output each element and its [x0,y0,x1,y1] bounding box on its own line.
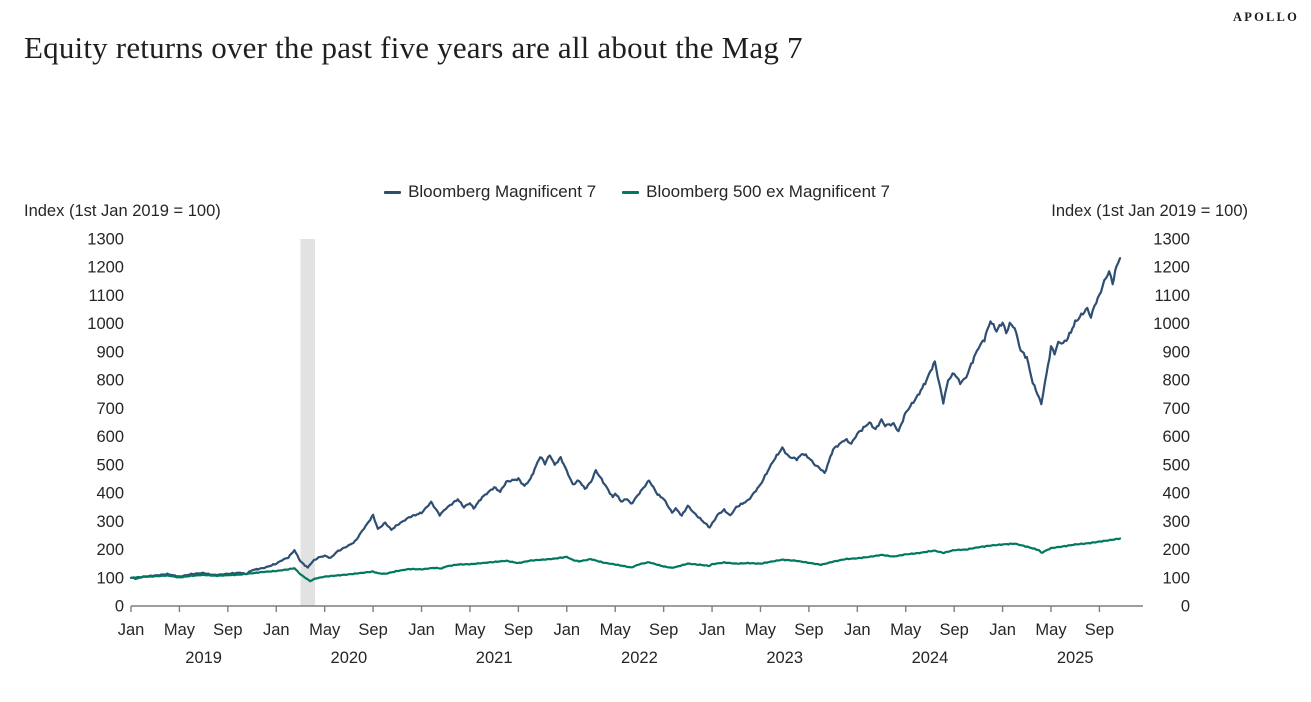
mag7-line-swatch-icon [384,190,402,194]
x-month-label: Sep [213,621,242,639]
x-year-label: 2023 [766,649,803,667]
x-month-label: Jan [553,621,580,639]
legend-label-ex-mag7: Bloomberg 500 ex Magnificent 7 [646,182,890,201]
x-month-label: Jan [844,621,871,639]
y-tick-label-right: 1000 [1153,315,1190,333]
x-month-label: Jan [263,621,290,639]
x-month-label: May [309,621,341,639]
ex-mag7-line-swatch-icon [622,190,640,194]
recession-band [300,239,315,606]
y-axis-title-right: Index (1st Jan 2019 = 100) [1051,202,1248,220]
x-month-label: May [1035,621,1067,639]
y-tick-label-right: 900 [1162,343,1190,361]
legend-label-mag7: Bloomberg Magnificent 7 [408,182,597,201]
y-tick-label-right: 400 [1162,485,1190,503]
y-tick-label-right: 300 [1162,513,1190,531]
x-year-label: 2024 [912,649,949,667]
x-year-label: 2019 [185,649,222,667]
y-tick-label-left: 900 [96,343,124,361]
y-axis-title-left: Index (1st Jan 2019 = 100) [24,202,221,220]
x-year-label: 2021 [476,649,513,667]
x-month-label: Sep [939,621,968,639]
y-tick-label-left: 1000 [87,315,124,333]
x-month-label: Jan [699,621,726,639]
y-tick-label-left: 500 [96,456,124,474]
x-year-label: 2020 [331,649,368,667]
x-year-label: 2025 [1057,649,1094,667]
y-tick-label-right: 600 [1162,428,1190,446]
y-tick-label-left: 200 [96,541,124,559]
series-line-ex-mag7 [129,537,1122,583]
y-tick-label-right: 1300 [1153,231,1190,249]
y-tick-label-right: 100 [1162,569,1190,587]
chart-legend: Bloomberg Magnificent 7 Bloomberg 500 ex… [131,182,1143,202]
apollo-logo: APOLLO [1233,10,1299,24]
y-tick-label-left: 700 [96,400,124,418]
y-tick-label-left: 1100 [89,287,124,305]
y-tick-label-right: 500 [1162,456,1190,474]
y-tick-label-right: 1100 [1155,287,1190,305]
x-month-label: Sep [358,621,387,639]
x-month-label: Sep [1085,621,1114,639]
legend-item-mag7: Bloomberg Magnificent 7 [384,182,596,202]
x-month-label: May [745,621,777,639]
x-month-label: May [454,621,486,639]
series-line-mag7 [129,257,1122,581]
x-month-label: Sep [794,621,823,639]
y-tick-label-right: 200 [1162,541,1190,559]
x-month-label: Jan [408,621,435,639]
legend-item-ex-mag7: Bloomberg 500 ex Magnificent 7 [622,182,890,202]
x-month-label: May [600,621,632,639]
x-month-label: May [164,621,196,639]
x-month-label: Sep [649,621,678,639]
y-tick-label-left: 0 [115,598,124,616]
y-tick-label-right: 800 [1162,372,1190,390]
y-tick-label-left: 1300 [87,231,124,249]
x-month-label: Sep [504,621,533,639]
y-tick-label-left: 800 [96,372,124,390]
y-tick-label-right: 1200 [1153,259,1190,277]
y-tick-label-left: 400 [96,485,124,503]
x-month-label: Jan [989,621,1016,639]
y-tick-label-left: 600 [96,428,124,446]
y-tick-label-left: 100 [96,569,124,587]
y-tick-label-left: 1200 [87,259,124,277]
x-month-label: Jan [118,621,145,639]
page-title: Equity returns over the past five years … [24,30,803,65]
y-tick-label-right: 700 [1162,400,1190,418]
y-tick-label-left: 300 [96,513,124,531]
x-month-label: May [890,621,922,639]
y-tick-label-right: 0 [1181,598,1190,616]
x-year-label: 2022 [621,649,658,667]
